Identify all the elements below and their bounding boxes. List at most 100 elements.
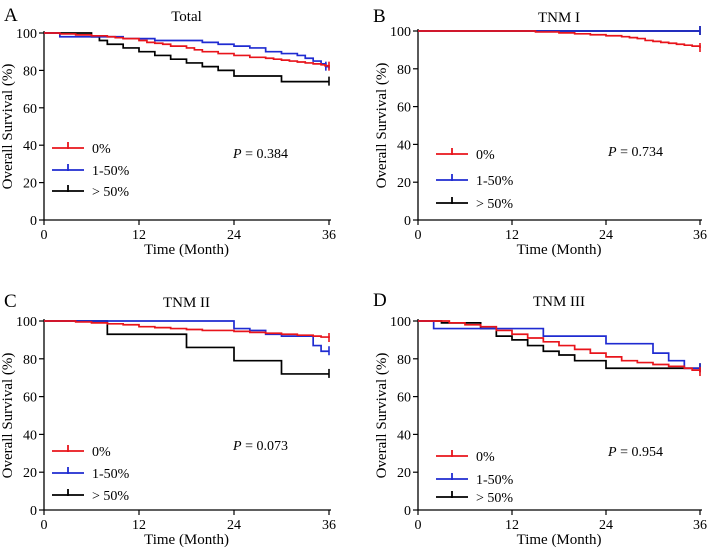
legend-label: > 50% [476,197,513,212]
legend-label: 1-50% [476,174,514,189]
p-value: = 0.954 [617,445,663,460]
y-tick-label: 80 [23,353,37,368]
y-tick-label: 80 [23,64,37,79]
survival-curve-0 [44,32,330,67]
x-axis-label: Time (Month) [144,242,229,258]
y-tick-label: 40 [397,428,411,443]
legend-label: 1-50% [92,164,130,179]
x-axis-label: Time (Month) [517,242,602,258]
panel-title: TNM II [163,295,210,311]
legend-label: 0% [476,450,495,465]
x-tick-label: 24 [227,228,241,243]
p-value-text: P = 0.073 [232,439,288,454]
y-tick-label: 40 [23,428,37,443]
x-tick-label: 24 [227,518,241,533]
p-label: P [607,145,617,160]
x-tick-label: 0 [415,518,422,533]
legend-item: 1-50% [436,473,514,488]
p-value: = 0.384 [242,147,288,162]
panel-title: TNM I [538,10,580,26]
y-axis-label: Overall Survival (%) [374,353,390,479]
p-value-text: P = 0.384 [232,147,288,162]
legend-item: 1-50% [52,467,130,482]
survival-curve-1-50 [418,320,700,370]
y-tick-label: 0 [404,504,411,519]
x-tick-label: 36 [322,228,336,243]
survival-curve-0 [44,320,330,339]
legend-label: > 50% [92,185,129,200]
legend-item: > 50% [52,185,129,200]
y-tick-label: 0 [30,214,37,229]
legend-item: > 50% [436,197,513,212]
y-tick-label: 60 [23,102,37,117]
legend-label: 1-50% [92,467,130,482]
legend-item: 0% [436,450,495,465]
legend-item: 1-50% [52,164,130,179]
x-tick-label: 0 [41,228,48,243]
y-axis-label: Overall Survival (%) [0,353,16,479]
y-tick-label: 80 [397,63,411,78]
legend-item: > 50% [436,491,513,506]
y-tick-label: 100 [16,27,37,42]
x-tick-label: 24 [599,518,613,533]
panel-label: D [373,290,387,311]
y-tick-label: 100 [390,315,411,330]
legend-item: 1-50% [436,174,514,189]
p-label: P [232,147,242,162]
panel-title: TNM III [533,294,585,310]
survival-curve-0 [418,30,701,49]
x-tick-label: 0 [415,228,422,243]
panel-label: B [373,6,386,27]
legend-item: 0% [436,148,495,163]
survival-curve-50 [44,320,329,375]
y-tick-label: 60 [397,101,411,116]
x-tick-label: 12 [505,228,519,243]
y-axis-label: Overall Survival (%) [0,64,16,190]
y-tick-label: 20 [397,176,411,191]
survival-curve-50 [44,32,329,83]
legend-item: 0% [52,142,111,157]
x-tick-label: 24 [599,228,613,243]
panel-label: C [4,291,17,312]
panel-label: A [4,5,18,26]
legend-label: 0% [92,445,111,460]
y-tick-label: 40 [23,139,37,154]
x-tick-label: 12 [132,228,146,243]
x-tick-label: 36 [322,518,336,533]
x-axis-label: Time (Month) [517,532,602,548]
y-tick-label: 0 [404,214,411,229]
panel-b: B TNM I 0 20 40 60 80 100 0 12 24 36 Time (Month) Ove… [373,6,707,258]
legend-item: > 50% [52,489,129,504]
legend-label: 1-50% [476,473,514,488]
x-tick-label: 36 [693,228,707,243]
y-tick-label: 100 [390,25,411,40]
y-tick-label: 20 [397,466,411,481]
y-tick-label: 100 [16,315,37,330]
survival-curve-0 [418,320,701,373]
p-value: = 0.734 [617,145,663,160]
panel-c: C TNM II 0 20 40 60 80 100 0 12 24 36 Time (Month) Ov… [0,291,336,548]
x-axis-label: Time (Month) [144,532,229,548]
legend-item: 0% [52,445,111,460]
x-tick-label: 12 [505,518,519,533]
x-tick-label: 12 [132,518,146,533]
y-axis-label: Overall Survival (%) [374,63,390,189]
legend-label: 0% [476,148,495,163]
p-label: P [232,439,242,454]
p-label: P [607,445,617,460]
x-tick-label: 36 [693,518,707,533]
y-tick-label: 20 [23,466,37,481]
legend-label: 0% [92,142,111,157]
y-tick-label: 60 [23,391,37,406]
panel-d: D TNM III 0 20 40 60 80 100 0 12 24 36 Time (Month) O… [373,290,707,548]
legend-label: > 50% [92,489,129,504]
p-value: = 0.073 [242,439,288,454]
y-tick-label: 60 [397,391,411,406]
panel-title: Total [171,9,202,25]
panel-a: A Total 0 20 40 60 80 100 0 12 24 36 Time (Month) Ove… [0,5,336,258]
p-value-text: P = 0.954 [607,445,663,460]
y-tick-label: 40 [397,138,411,153]
p-value-text: P = 0.734 [607,145,663,160]
y-tick-label: 80 [397,353,411,368]
